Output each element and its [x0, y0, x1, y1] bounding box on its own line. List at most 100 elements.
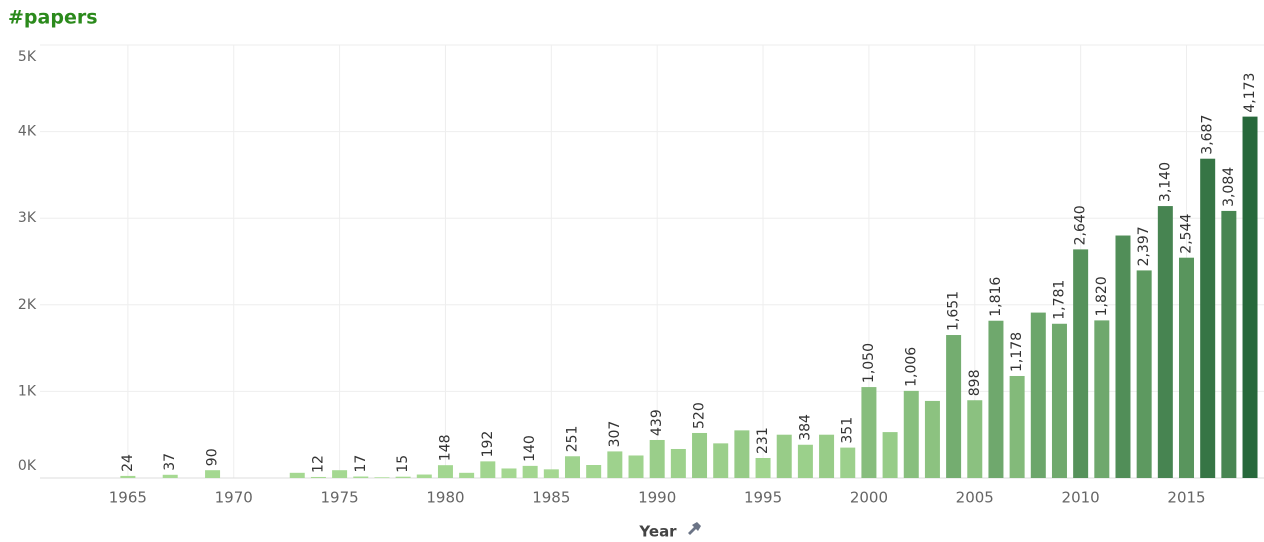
x-tick-label xt: 2015 — [1167, 489, 1205, 507]
chart-title: #papers — [8, 7, 98, 29]
bar — [416, 474, 432, 478]
bar — [861, 387, 877, 478]
value-label: 3,687 — [1200, 115, 1216, 155]
value-label: 148 — [437, 434, 453, 461]
y-tick-label: 2K — [18, 297, 37, 313]
value-label: 439 — [649, 409, 665, 436]
bar — [543, 469, 559, 478]
bar — [1009, 375, 1025, 478]
bar — [607, 451, 623, 478]
bar — [1073, 249, 1089, 478]
bar — [819, 434, 835, 478]
bar — [1242, 116, 1258, 479]
bar — [564, 456, 580, 478]
bar — [1115, 235, 1131, 478]
y-tick-label: 0K — [18, 458, 37, 474]
bar — [395, 476, 411, 478]
bar — [120, 475, 136, 478]
bar — [903, 390, 919, 478]
x-tick-label xt: 1995 — [744, 489, 782, 507]
bar — [289, 472, 305, 478]
bar — [162, 474, 178, 478]
bar — [1094, 320, 1110, 478]
bar — [713, 443, 729, 478]
value-label: 384 — [797, 414, 813, 441]
bar — [692, 432, 708, 478]
value-label: 520 — [692, 402, 708, 429]
bar — [628, 455, 644, 478]
x-tick-label xt: 1975 — [321, 489, 359, 507]
bar — [1030, 312, 1046, 478]
bar — [586, 465, 602, 478]
bar — [1179, 257, 1195, 478]
value-label: 90 — [205, 448, 221, 466]
bar — [924, 400, 940, 478]
value-label: 2,544 — [1179, 214, 1195, 254]
y-tick-label: 4K — [18, 124, 37, 140]
value-label: 3,140 — [1157, 162, 1173, 202]
bar — [755, 457, 771, 478]
value-label: 251 — [564, 426, 580, 453]
value-label: 351 — [840, 417, 856, 444]
value-label: 24 — [120, 454, 136, 472]
bar — [840, 447, 856, 478]
x-axis-label: Year — [638, 523, 677, 541]
bar — [310, 476, 326, 478]
value-label: 192 — [480, 431, 496, 458]
bar — [946, 335, 962, 478]
bar — [501, 468, 517, 478]
value-label: 231 — [755, 427, 771, 454]
bar — [1157, 206, 1173, 479]
value-label: 2,397 — [1136, 226, 1152, 266]
value-label: 1,050 — [861, 343, 877, 383]
x-tick-label xt: 1985 — [532, 489, 570, 507]
x-tick-label xt: 1970 — [215, 489, 253, 507]
bar — [459, 472, 475, 478]
bar — [734, 430, 750, 478]
value-label: 1,006 — [903, 347, 919, 387]
value-label: 1,781 — [1051, 280, 1067, 320]
bar — [437, 465, 453, 478]
bar — [882, 432, 898, 478]
value-label: 1,820 — [1094, 276, 1110, 316]
value-label: 1,651 — [946, 291, 962, 331]
value-label: 2,640 — [1073, 205, 1089, 245]
value-label: 12 — [310, 455, 326, 473]
bar — [374, 477, 390, 478]
x-tick-label xt: 2005 — [956, 489, 994, 507]
value-label: 3,084 — [1221, 167, 1237, 207]
bar — [205, 470, 221, 478]
x-tick-label xt: 1965 — [109, 489, 147, 507]
x-tick-label xt: 2000 — [850, 489, 888, 507]
value-label: 15 — [395, 455, 411, 473]
bar — [670, 448, 686, 478]
value-label: 37 — [162, 453, 178, 471]
value-label: 1,816 — [988, 277, 1004, 317]
x-tick-label xt: 1980 — [426, 489, 464, 507]
value-label: 898 — [967, 369, 983, 396]
bar — [649, 439, 665, 478]
bar — [353, 476, 369, 478]
bar — [1221, 210, 1237, 478]
value-label: 4,173 — [1242, 73, 1258, 113]
value-label: 17 — [353, 455, 369, 473]
value-label: 1,178 — [1009, 332, 1025, 372]
bar — [1200, 158, 1216, 478]
bar — [797, 444, 813, 478]
bar — [480, 461, 496, 478]
y-tick-label: 5K — [18, 49, 37, 65]
value-label: 307 — [607, 421, 623, 448]
y-tick-label: 3K — [18, 210, 37, 226]
pin-icon[interactable] — [688, 522, 701, 535]
bar — [1051, 323, 1067, 478]
x-tick-label xt: 1990 — [638, 489, 676, 507]
bar — [522, 465, 538, 478]
bar — [776, 434, 792, 478]
bar — [967, 400, 983, 478]
bar — [1136, 270, 1152, 478]
x-tick-label xt: 2010 — [1062, 489, 1100, 507]
value-label: 140 — [522, 435, 538, 462]
bar — [988, 320, 1004, 478]
bar — [332, 470, 348, 478]
